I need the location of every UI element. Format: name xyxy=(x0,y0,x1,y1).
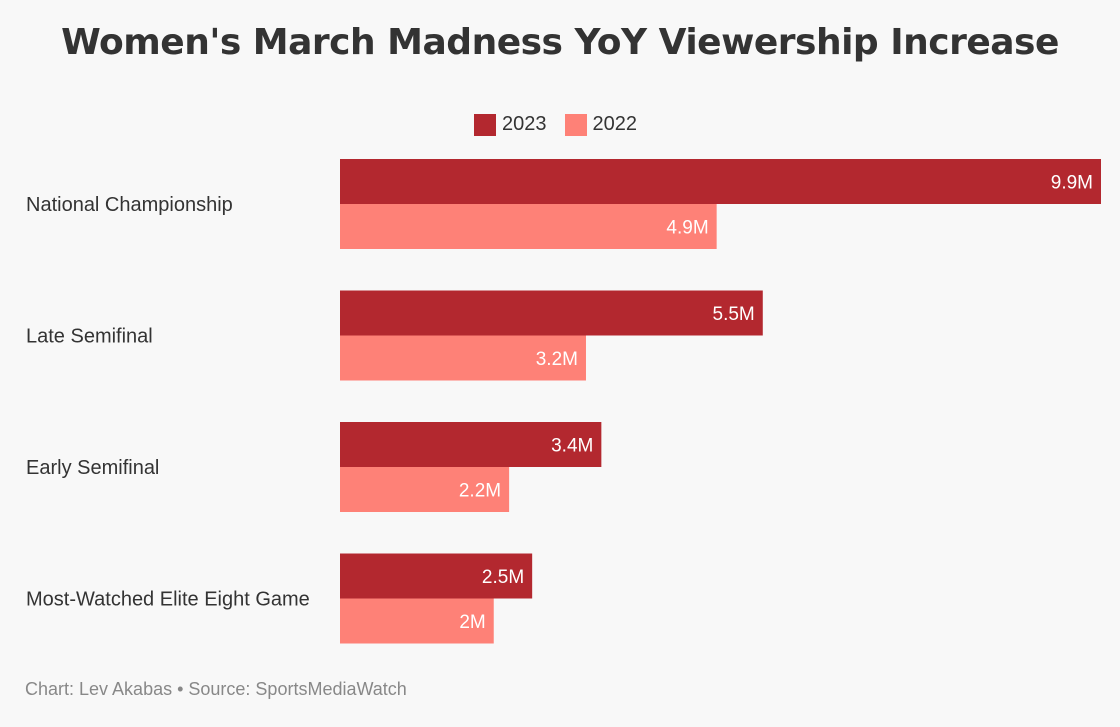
bar-2023-late-semifinal xyxy=(340,290,763,336)
legend-label-2023: 2023 xyxy=(502,113,547,135)
legend-swatch-2023 xyxy=(474,113,496,136)
chart-title: Women's March Madness YoY Viewership Inc… xyxy=(61,22,1059,63)
legend: 2023 2022 xyxy=(474,113,655,136)
legend-swatch-2022 xyxy=(564,113,587,136)
legend-item-2022: 2022 xyxy=(564,113,638,136)
bar-2022-late-semifinal xyxy=(340,335,586,381)
chart-source-credit: Chart: Lev Akabas • Source: SportsMediaW… xyxy=(25,679,407,699)
bar-2023-national-championship xyxy=(340,159,1101,204)
value-label-2022-national-championship: 4.9M xyxy=(666,218,708,239)
value-label-2023-early-semifinal: 3.4M xyxy=(551,436,593,457)
bar-2022-early-semifinal xyxy=(340,467,510,512)
value-label-2023-national-championship: 9.9M xyxy=(1051,173,1093,194)
bar-2022-most-watched-elite-eight-game xyxy=(340,598,494,644)
category-label-late-semifinal: Late Semifinal xyxy=(26,326,153,348)
bar-2023-early-semifinal xyxy=(340,422,602,467)
value-label-2023-most-watched-elite-eight-game: 2.5M xyxy=(482,567,524,588)
legend-item-2023: 2023 xyxy=(474,113,547,136)
bar-2023-most-watched-elite-eight-game xyxy=(340,553,533,599)
bar-2022-national-championship xyxy=(340,204,717,249)
category-label-national-championship: National Championship xyxy=(26,194,233,216)
category-label-most-watched-elite-eight-game: Most-Watched Elite Eight Game xyxy=(26,589,310,611)
value-label-2023-late-semifinal: 5.5M xyxy=(713,304,755,325)
value-label-2022-most-watched-elite-eight-game: 2M xyxy=(459,612,485,633)
value-label-2022-late-semifinal: 3.2M xyxy=(536,349,578,370)
category-label-early-semifinal: Early Semifinal xyxy=(26,457,159,479)
value-label-2022-early-semifinal: 2.2M xyxy=(459,481,501,502)
legend-label-2022: 2022 xyxy=(592,113,638,135)
